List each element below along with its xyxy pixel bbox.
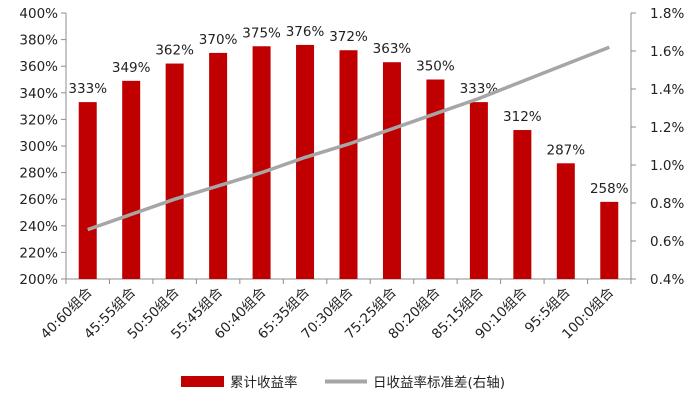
bar <box>122 80 141 279</box>
bar <box>513 130 532 279</box>
right-axis-tick-label: 0.8% <box>650 196 684 212</box>
legend-swatch-bar <box>181 376 224 387</box>
bar <box>165 63 184 279</box>
bar <box>78 102 97 279</box>
right-axis-tick-label: 1.2% <box>650 120 684 136</box>
right-axis-tick-label: 1.0% <box>650 158 684 174</box>
left-axis-tick-label: 220% <box>19 245 58 261</box>
left-axis-tick-label: 280% <box>19 166 58 182</box>
bar-data-label: 287% <box>547 142 586 158</box>
bar-data-label: 350% <box>416 59 455 75</box>
bar-data-label: 349% <box>112 60 151 76</box>
bar-data-label: 362% <box>155 43 194 59</box>
bar-data-label: 375% <box>242 25 281 41</box>
plot-area: 200% 220% 240% 260% 280% 300% 320% 340% 360% 380%… <box>19 6 684 342</box>
bar <box>296 44 315 279</box>
left-axis-tick-label: 360% <box>19 59 58 75</box>
left-axis-tick-label: 200% <box>19 272 58 288</box>
bar-data-label: 370% <box>199 32 238 48</box>
bar <box>556 163 575 279</box>
legend-label-bar: 累计收益率 <box>230 374 298 391</box>
legend: 累计收益率 日收益率标准差(右轴) <box>181 374 505 391</box>
bar <box>339 50 358 279</box>
bar <box>252 46 271 279</box>
right-axis-tick-label: 0.4% <box>650 272 684 288</box>
left-axis-tick-label: 260% <box>19 192 58 208</box>
right-axis-tick-label: 1.6% <box>650 44 684 60</box>
left-axis-tick-label: 300% <box>19 139 58 155</box>
bar-data-label: 333% <box>68 81 107 97</box>
right-axis-tick-label: 0.6% <box>650 234 684 250</box>
bar-data-label: 258% <box>590 181 629 197</box>
bar <box>382 62 401 280</box>
legend-label-line: 日收益率标准差(右轴) <box>373 374 505 391</box>
bar-data-label: 363% <box>373 41 412 57</box>
bar-data-label: 376% <box>286 24 325 40</box>
left-axis-tick-label: 340% <box>19 86 58 102</box>
right-axis-tick-label: 1.4% <box>650 82 684 98</box>
std-dev-line <box>87 45 610 232</box>
bar <box>426 79 445 279</box>
left-axis-tick-label: 380% <box>19 33 58 49</box>
bar-data-label: 372% <box>329 29 368 45</box>
left-axis-tick-label: 400% <box>19 6 58 22</box>
left-axis-tick-label: 240% <box>19 219 58 235</box>
bar <box>469 102 488 279</box>
bar-data-label: 312% <box>503 109 542 125</box>
bar <box>600 201 619 279</box>
left-axis-tick-label: 320% <box>19 112 58 128</box>
bar <box>209 52 228 280</box>
right-axis-tick-label: 1.8% <box>650 6 684 22</box>
